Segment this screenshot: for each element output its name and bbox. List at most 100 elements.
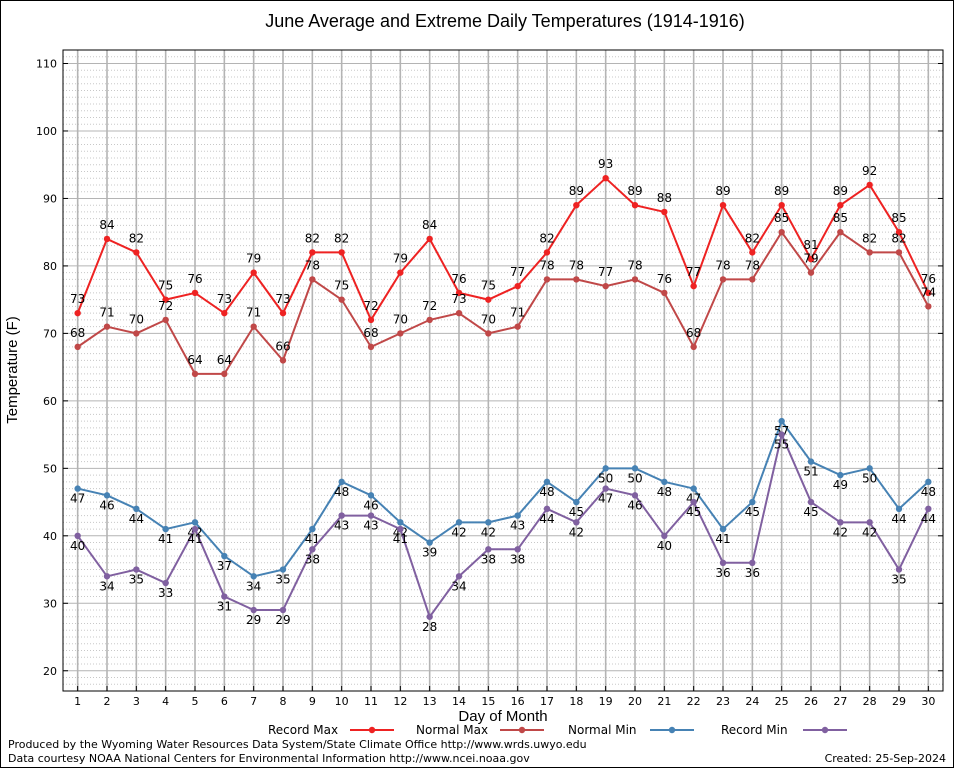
data-label: 50 (627, 471, 642, 485)
legend-label: Normal Min (568, 723, 637, 737)
data-point (573, 201, 580, 209)
data-point (397, 519, 404, 526)
data-point (749, 276, 756, 283)
data-point (866, 181, 873, 189)
data-point (191, 519, 199, 526)
data-label: 50 (598, 471, 613, 485)
data-point (514, 512, 521, 519)
data-point (309, 276, 316, 283)
data-label: 84 (99, 218, 114, 232)
data-point (573, 498, 580, 506)
data-point (397, 269, 404, 276)
data-point (191, 370, 199, 378)
legend-swatch-marker (518, 726, 526, 734)
data-point (837, 519, 844, 526)
data-label: 57 (774, 424, 789, 438)
data-label: 44 (129, 512, 144, 526)
data-point (191, 525, 199, 533)
data-point (250, 573, 257, 580)
x-tick-label: 25 (775, 695, 789, 708)
legend: Record Max Normal Max Normal Min Record Min (268, 723, 847, 737)
data-label: 76 (451, 272, 466, 286)
data-label: 73 (451, 292, 466, 306)
data-point (690, 282, 697, 290)
data-label: 79 (803, 252, 818, 266)
data-point (837, 201, 844, 209)
data-label: 82 (891, 231, 906, 245)
data-label: 36 (715, 566, 730, 580)
data-label: 41 (305, 532, 320, 546)
legend-swatch-marker (668, 726, 676, 734)
x-tick-label: 14 (452, 695, 466, 708)
data-point (778, 431, 785, 438)
x-tick-label: 30 (921, 695, 935, 708)
data-label: 78 (627, 258, 642, 272)
data-label: 64 (187, 353, 202, 367)
data-point (426, 613, 433, 620)
data-label: 78 (305, 258, 320, 272)
data-point (221, 593, 228, 600)
data-label: 82 (334, 231, 349, 245)
data-point (602, 175, 609, 182)
data-point (338, 478, 345, 486)
data-point (895, 566, 903, 573)
data-point (778, 228, 785, 236)
data-point (866, 519, 873, 526)
data-label: 44 (921, 512, 936, 526)
data-point (485, 330, 492, 337)
x-tick-label: 24 (745, 695, 759, 708)
data-point (514, 282, 521, 290)
data-point (309, 546, 316, 553)
data-point (74, 343, 81, 351)
y-tick-label: 20 (43, 665, 57, 678)
data-label: 45 (745, 505, 760, 519)
x-tick-label: 26 (804, 695, 818, 708)
data-label: 48 (921, 485, 936, 499)
data-point (895, 249, 903, 256)
legend-label: Normal Max (416, 723, 488, 737)
data-label: 78 (539, 258, 554, 272)
data-label: 89 (833, 184, 848, 198)
data-label: 89 (569, 184, 584, 198)
data-label: 82 (862, 231, 877, 245)
data-point (925, 289, 932, 297)
data-point (661, 478, 668, 486)
x-tick-label: 11 (364, 695, 378, 708)
data-label: 48 (657, 485, 672, 499)
data-label: 50 (862, 471, 877, 485)
data-label: 73 (275, 292, 290, 306)
footer-produced-by: Produced by the Wyoming Water Resources … (8, 738, 587, 751)
data-point (397, 330, 404, 337)
data-label: 41 (393, 532, 408, 546)
x-tick-label: 21 (657, 695, 671, 708)
data-label: 71 (246, 306, 261, 320)
data-label: 79 (246, 252, 261, 266)
data-point (514, 546, 521, 553)
data-point (895, 505, 903, 513)
x-tick-label: 20 (628, 695, 642, 708)
data-label: 78 (715, 258, 730, 272)
data-label: 37 (217, 559, 232, 573)
data-label: 82 (305, 231, 320, 245)
x-tick-label: 19 (599, 695, 613, 708)
data-point (895, 228, 903, 236)
data-point (661, 289, 668, 297)
data-label: 76 (921, 272, 936, 286)
data-point (426, 539, 433, 546)
data-label: 76 (657, 272, 672, 286)
x-tick-label: 5 (192, 695, 199, 708)
data-label: 43 (334, 519, 349, 533)
data-point (162, 296, 169, 303)
data-point (602, 485, 609, 492)
data-point (778, 417, 785, 425)
data-point (309, 525, 316, 533)
y-tick-label: 110 (36, 57, 57, 70)
data-label: 77 (686, 265, 701, 279)
x-tick-label: 6 (221, 695, 228, 708)
data-point (279, 309, 287, 317)
data-point (103, 235, 111, 243)
data-label: 47 (686, 492, 701, 506)
data-label: 64 (217, 353, 232, 367)
